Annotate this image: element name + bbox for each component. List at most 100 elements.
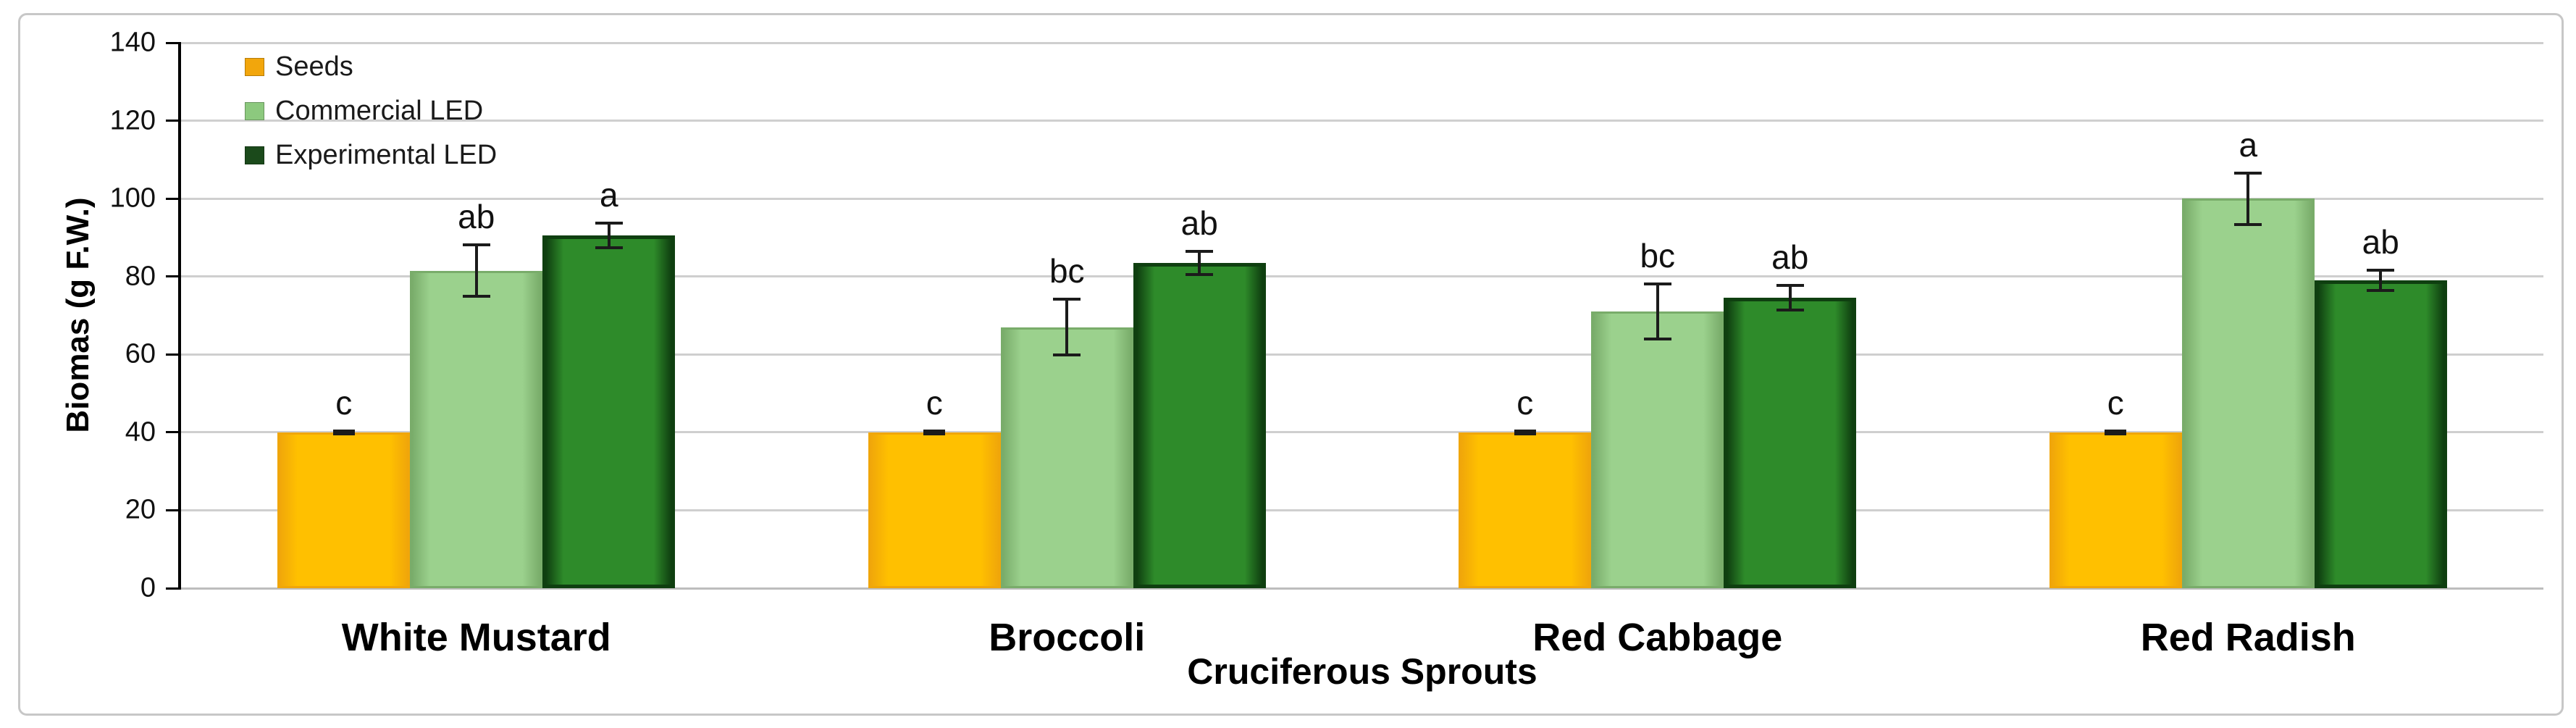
- error-bar-cap-bottom: [1776, 309, 1804, 312]
- category-label-broccoli: Broccoli: [989, 616, 1146, 659]
- bar-white-mustard-commercial-led: [410, 270, 543, 588]
- error-bar-cap-top: [595, 222, 623, 225]
- sig-letter-red-radish-experimental-led: ab: [2362, 222, 2399, 261]
- error-bar-red-cabbage-experimental-led: [1776, 284, 1804, 312]
- legend-row-seeds: Seeds: [245, 51, 497, 82]
- sig-letter-white-mustard-seeds: c: [335, 384, 353, 422]
- x-axis-title: Cruciferous Sprouts: [1187, 651, 1537, 692]
- sig-letter-broccoli-commercial-led: bc: [1049, 252, 1085, 290]
- bar-red-radish-experimental-led: [2314, 280, 2447, 588]
- y-tick-120: [166, 120, 181, 122]
- category-label-red-radish: Red Radish: [2140, 616, 2356, 659]
- error-bar-cap-bottom: [923, 432, 946, 435]
- error-bar-cap-top: [462, 243, 490, 246]
- error-bar-line: [1198, 250, 1201, 276]
- gridline-140: [181, 41, 2543, 44]
- bar-broccoli-seeds: [868, 432, 1001, 588]
- error-bar-cap-top: [2367, 268, 2395, 272]
- gridline-60: [181, 353, 2543, 356]
- legend-label-experimental-led: Experimental LED: [275, 139, 498, 170]
- error-bar-cap-top: [2234, 171, 2262, 175]
- error-bar-broccoli-commercial-led: [1053, 298, 1081, 356]
- y-tick-80: [166, 275, 181, 278]
- legend: Seeds Commercial LED Experimental LED: [245, 51, 497, 188]
- sig-letter-white-mustard-experimental-led: a: [599, 176, 618, 214]
- bar-red-radish-seeds: [2049, 432, 2182, 588]
- bar-white-mustard-seeds: [277, 432, 411, 588]
- error-bar-cap-top: [1053, 298, 1081, 301]
- error-bar-red-radish-commercial-led: [2234, 171, 2262, 226]
- legend-label-seeds: Seeds: [275, 51, 353, 82]
- error-bar-cap-top: [2105, 430, 2127, 433]
- gridline-0: [181, 587, 2543, 590]
- legend-label-commercial-led: Commercial LED: [275, 95, 484, 126]
- error-bar-cap-top: [1186, 250, 1214, 254]
- legend-row-experimental-led: Experimental LED: [245, 140, 497, 170]
- y-axis-line: [178, 43, 181, 588]
- error-bar-cap-bottom: [332, 432, 355, 435]
- error-bar-cap-top: [332, 430, 355, 433]
- error-bar-red-cabbage-seeds: [1514, 430, 1536, 435]
- legend-row-commercial-led: Commercial LED: [245, 96, 497, 126]
- y-tick-label-120: 120: [109, 105, 156, 136]
- gridline-20: [181, 509, 2543, 511]
- y-tick-20: [166, 509, 181, 511]
- error-bar-white-mustard-commercial-led: [462, 243, 490, 298]
- sig-letter-red-radish-commercial-led: a: [2239, 125, 2258, 164]
- error-bar-broccoli-seeds: [923, 430, 946, 435]
- y-tick-40: [166, 431, 181, 434]
- error-bar-cap-top: [1643, 282, 1671, 285]
- error-bar-line: [474, 243, 478, 298]
- error-bar-line: [2379, 268, 2383, 293]
- y-tick-0: [166, 587, 181, 590]
- error-bar-cap-bottom: [595, 246, 623, 250]
- plot-area: Seeds Commercial LED Experimental LED 0 20 4…: [110, 28, 2543, 659]
- error-bar-cap-bottom: [1514, 432, 1536, 435]
- bar-red-cabbage-commercial-led: [1591, 311, 1724, 588]
- bar-broccoli-experimental-led: [1133, 262, 1266, 588]
- y-tick-label-40: 40: [125, 417, 156, 448]
- error-bar-red-cabbage-commercial-led: [1643, 282, 1671, 341]
- error-bar-line: [2246, 171, 2250, 226]
- y-tick-label-60: 60: [125, 338, 156, 369]
- error-bar-cap-top: [1514, 430, 1536, 433]
- error-bar-cap-top: [923, 430, 946, 433]
- error-bar-line: [607, 222, 611, 250]
- y-tick-label-0: 0: [140, 572, 156, 603]
- category-label-white-mustard: White Mustard: [341, 616, 611, 659]
- gridline-120: [181, 120, 2543, 122]
- bar-red-radish-commercial-led: [2181, 198, 2315, 588]
- y-tick-140: [166, 41, 181, 44]
- sig-letter-broccoli-seeds: c: [926, 384, 943, 422]
- y-tick-100: [166, 197, 181, 200]
- y-tick-60: [166, 353, 181, 356]
- error-bar-cap-bottom: [462, 295, 490, 298]
- bar-broccoli-commercial-led: [1000, 327, 1133, 588]
- error-bar-cap-bottom: [2367, 289, 2395, 293]
- error-bar-red-radish-experimental-led: [2367, 268, 2395, 293]
- error-bar-red-radish-seeds: [2105, 430, 2127, 435]
- error-bar-line: [1656, 282, 1659, 341]
- category-label-red-cabbage: Red Cabbage: [1532, 616, 1783, 659]
- legend-swatch-commercial-led: [245, 101, 264, 120]
- bar-red-cabbage-seeds: [1459, 432, 1592, 588]
- error-bar-cap-bottom: [1186, 272, 1214, 276]
- y-tick-label-80: 80: [125, 261, 156, 292]
- error-bar-cap-bottom: [1053, 353, 1081, 356]
- gridline-100: [181, 197, 2543, 200]
- bar-red-cabbage-experimental-led: [1724, 298, 1857, 588]
- y-axis-title: Biomas (g F.W.): [60, 197, 96, 433]
- gridline-40: [181, 431, 2543, 434]
- sig-letter-white-mustard-commercial-led: ab: [458, 198, 495, 235]
- bar-white-mustard-experimental-led: [542, 235, 676, 588]
- legend-swatch-seeds: [245, 57, 264, 76]
- error-bar-cap-bottom: [2105, 432, 2127, 435]
- y-tick-label-140: 140: [109, 27, 156, 58]
- sig-letter-red-cabbage-experimental-led: ab: [1771, 238, 1809, 277]
- error-bar-cap-bottom: [1643, 338, 1671, 341]
- error-bar-line: [1788, 284, 1792, 312]
- error-bar-line: [1065, 298, 1069, 356]
- sig-letter-red-cabbage-seeds: c: [1516, 384, 1534, 422]
- sig-letter-broccoli-experimental-led: ab: [1180, 204, 1218, 243]
- legend-swatch-experimental-led: [245, 146, 264, 164]
